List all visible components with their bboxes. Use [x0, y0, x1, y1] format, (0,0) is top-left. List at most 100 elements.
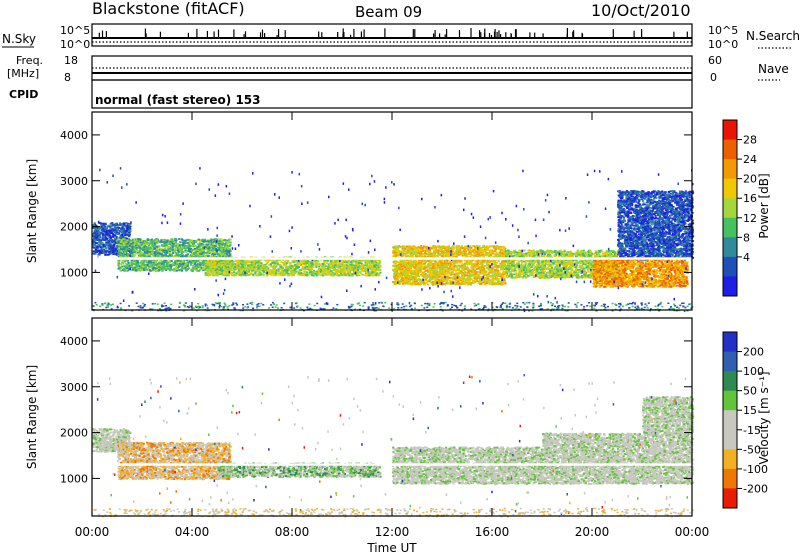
range-gate-cell — [229, 239, 231, 241]
sky-tick-top: 10^5 — [60, 24, 90, 37]
range-gate-cell — [310, 271, 312, 273]
range-gate-cell — [257, 274, 259, 276]
range-gate-cell — [157, 255, 159, 257]
range-gate-cell — [190, 263, 192, 265]
range-gate-cell — [187, 253, 189, 255]
range-gate-cell — [181, 252, 183, 254]
range-gate-cell — [176, 265, 178, 267]
range-gate-cell — [274, 262, 276, 264]
range-gate-cell — [131, 266, 133, 268]
range-gate-cell — [227, 242, 229, 244]
range-gate-cell — [300, 261, 302, 263]
range-gate-cell — [171, 264, 173, 266]
range-gate-cell — [366, 265, 368, 267]
range-gate-cell — [357, 264, 359, 266]
range-gate-cell — [153, 266, 155, 268]
range-gate-cell — [110, 237, 112, 239]
range-gate-cell — [205, 261, 207, 263]
range-gate-cell — [202, 250, 204, 252]
range-gate-cell — [370, 267, 372, 269]
range-gate-cell — [185, 267, 187, 269]
range-gate-cell — [119, 253, 121, 255]
range-gate-cell — [97, 246, 99, 248]
range-gate-cell — [162, 265, 164, 267]
range-gate-cell — [300, 269, 302, 271]
range-gate-cell — [359, 266, 361, 268]
range-gate-cell — [173, 241, 175, 243]
range-gate-cell — [169, 242, 171, 244]
range-gate-cell — [330, 270, 332, 272]
range-gate-cell — [106, 230, 108, 232]
range-gate-cell — [372, 260, 374, 262]
range-gate-cell — [169, 254, 171, 256]
range-gate-cell — [95, 237, 97, 239]
range-gate-cell — [332, 266, 334, 268]
range-gate-cell — [180, 265, 182, 267]
range-gate-cell — [355, 269, 357, 271]
range-gate-cell — [344, 270, 346, 272]
range-gate-cell — [311, 274, 313, 276]
range-gate-cell — [150, 253, 152, 255]
range-gate-cell — [279, 264, 281, 266]
range-gate-cell — [269, 269, 271, 271]
range-gate-cell — [128, 249, 130, 251]
range-gate-cell — [136, 260, 138, 262]
range-gate-cell — [122, 248, 124, 250]
range-gate-cell — [218, 262, 220, 264]
range-gate-cell — [192, 260, 194, 262]
range-gate-cell — [116, 231, 118, 233]
range-gate-cell — [254, 272, 256, 274]
range-gate-cell — [119, 255, 121, 257]
range-gate-cell — [132, 239, 134, 241]
range-gate-cell — [252, 270, 254, 272]
sky-tick-bottom: 10^0 — [60, 38, 90, 51]
range-gate-cell — [300, 272, 302, 274]
range-gate-cell — [178, 238, 180, 240]
range-gate-cell — [135, 253, 137, 255]
range-gate-cell — [122, 238, 124, 240]
range-gate-cell — [323, 274, 325, 276]
range-gate-cell — [143, 269, 145, 271]
range-gate-cell — [170, 268, 172, 270]
range-gate-cell — [229, 245, 231, 247]
range-gate-cell — [156, 246, 158, 248]
cpid-mode-label: normal (fast stereo) 153 — [95, 93, 261, 107]
range-gate-cell — [291, 265, 293, 267]
range-gate-cell — [202, 267, 204, 269]
range-gate-cell — [218, 247, 220, 249]
range-gate-cell — [161, 268, 163, 270]
range-gate-cell — [242, 266, 244, 268]
range-gate-cell — [364, 263, 366, 265]
range-gate-cell — [149, 270, 151, 272]
range-gate-cell — [210, 263, 212, 265]
range-gate-cell — [98, 237, 100, 239]
range-gate-cell — [114, 240, 116, 242]
range-gate-cell — [165, 250, 167, 252]
range-gate-cell — [130, 252, 132, 254]
range-gate-cell — [97, 229, 99, 231]
range-gate-cell — [230, 242, 232, 244]
range-gate-cell — [95, 242, 97, 244]
range-gate-cell — [191, 245, 193, 247]
range-gate-cell — [194, 245, 196, 247]
range-gate-cell — [293, 260, 295, 262]
range-gate-cell — [452, 264, 454, 266]
range-gate-cell — [198, 270, 200, 272]
freq-tick-bottom: 8 — [64, 71, 71, 84]
range-gate-cell — [347, 268, 349, 270]
range-gate-cell — [302, 266, 304, 268]
nave-tick-top: 60 — [708, 54, 722, 67]
range-gate-cell — [150, 247, 152, 249]
range-gate-cell — [141, 240, 143, 242]
range-gate-cell — [179, 249, 181, 251]
range-gate-cell — [218, 244, 220, 246]
range-gate-cell — [176, 254, 178, 256]
range-gate-cell — [111, 222, 113, 224]
range-gate-cell — [110, 242, 112, 244]
range-gate-cell — [328, 270, 330, 272]
range-gate-cell — [92, 246, 94, 248]
range-gate-cell — [205, 274, 207, 276]
range-gate-cell — [189, 246, 191, 248]
range-gate-cell — [256, 270, 258, 272]
range-gate-cell — [186, 242, 188, 244]
